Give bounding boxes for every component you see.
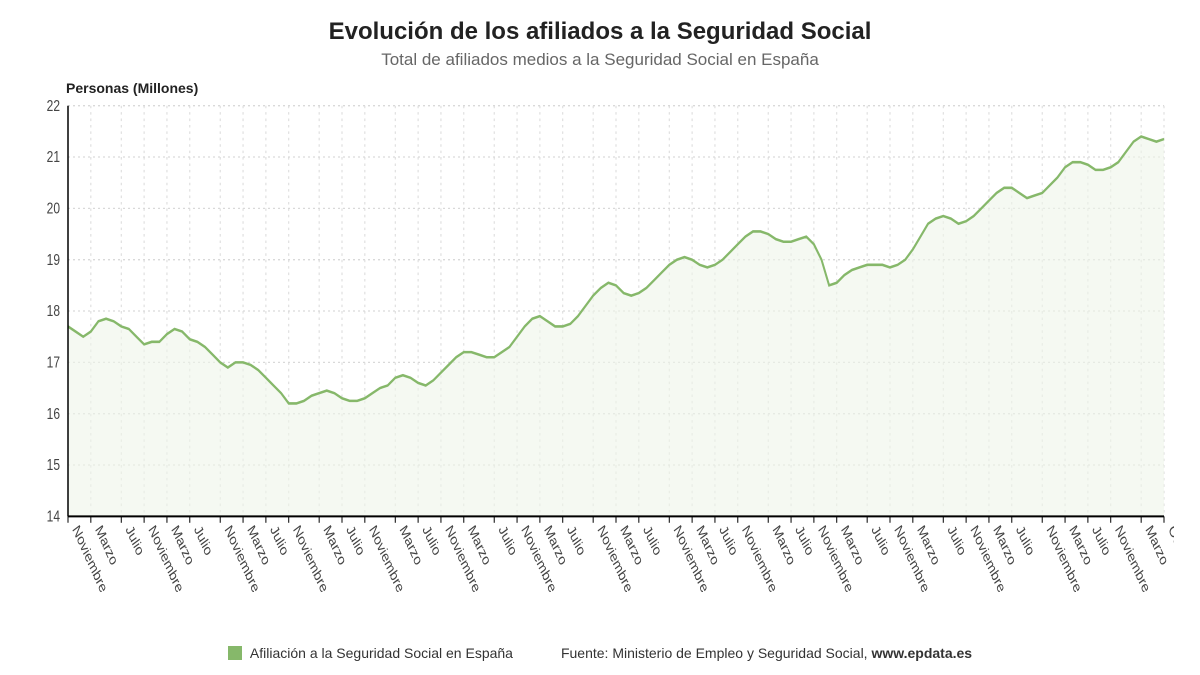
- line-chart: 141516171819202122NoviembreMarzoJulioNov…: [26, 98, 1174, 637]
- svg-text:16: 16: [47, 405, 61, 422]
- svg-text:Julio: Julio: [344, 523, 368, 559]
- svg-text:Julio: Julio: [945, 523, 969, 559]
- source-prefix: Fuente: Ministerio de Empleo y Seguridad…: [561, 645, 872, 661]
- y-axis-title: Personas (Millones): [26, 80, 1174, 96]
- source-text: Fuente: Ministerio de Empleo y Seguridad…: [561, 645, 972, 661]
- svg-text:22: 22: [47, 98, 60, 114]
- svg-text:Julio: Julio: [717, 523, 741, 559]
- source-link: www.epdata.es: [871, 645, 972, 661]
- svg-text:Julio: Julio: [192, 523, 216, 559]
- svg-text:Julio: Julio: [1090, 523, 1114, 559]
- svg-text:Julio: Julio: [564, 523, 588, 559]
- svg-text:17: 17: [47, 354, 60, 371]
- chart-footer: Afiliación a la Seguridad Social en Espa…: [26, 637, 1174, 675]
- svg-text:Julio: Julio: [1014, 523, 1038, 559]
- svg-text:20: 20: [47, 200, 61, 217]
- svg-text:Julio: Julio: [793, 523, 817, 559]
- legend-swatch: [228, 646, 242, 660]
- chart-title: Evolución de los afiliados a la Segurida…: [26, 18, 1174, 46]
- svg-text:15: 15: [47, 457, 61, 474]
- svg-text:Julio: Julio: [123, 523, 147, 559]
- svg-text:Julio: Julio: [268, 523, 292, 559]
- svg-text:19: 19: [47, 251, 61, 268]
- svg-text:Julio: Julio: [420, 523, 444, 559]
- svg-text:Julio: Julio: [641, 523, 665, 559]
- svg-text:Julio: Julio: [869, 523, 893, 559]
- svg-text:Julio: Julio: [496, 523, 520, 559]
- legend-label: Afiliación a la Seguridad Social en Espa…: [250, 645, 513, 661]
- legend: Afiliación a la Seguridad Social en Espa…: [228, 645, 513, 661]
- svg-text:18: 18: [47, 303, 61, 320]
- svg-text:21: 21: [47, 149, 60, 166]
- svg-text:14: 14: [47, 508, 61, 525]
- chart-subtitle: Total de afiliados medios a la Seguridad…: [26, 50, 1174, 70]
